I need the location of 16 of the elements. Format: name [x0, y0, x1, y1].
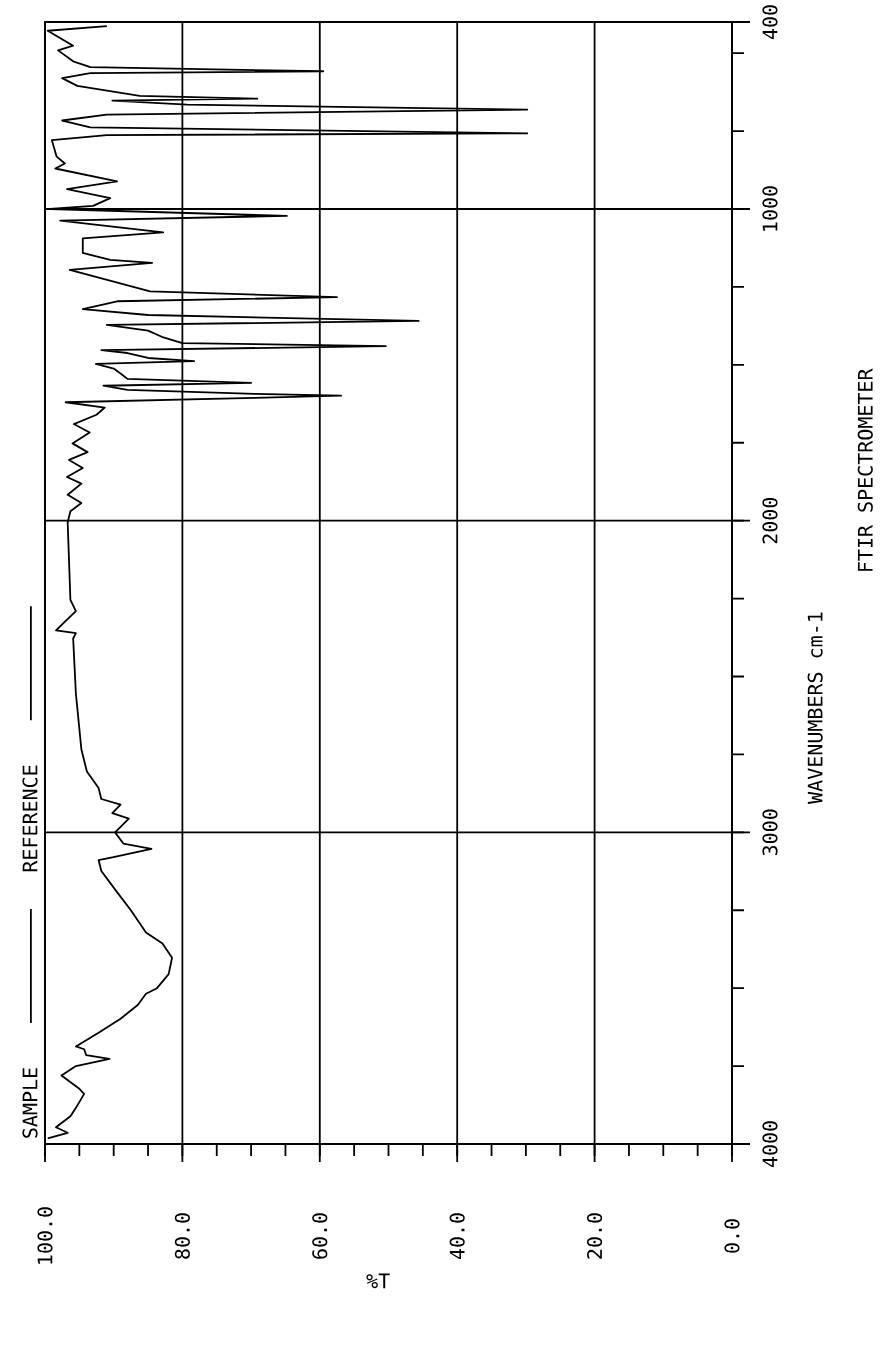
- text: SAMPLE: [22, 1068, 38, 1138]
- x-tick-label: 20.0: [587, 1213, 603, 1259]
- x-tick-label: 40.0: [449, 1213, 465, 1260]
- x-tick-label: 60.0: [312, 1213, 328, 1259]
- x-axis-title: %T: [366, 1273, 390, 1289]
- x-tick-label: 80.0: [174, 1213, 190, 1259]
- x-tick-label: 100.0: [37, 1207, 53, 1264]
- y-tick-label: 4000: [762, 1121, 778, 1168]
- text: FTIR SPECTROMETER: [857, 368, 873, 571]
- y-tick-label: 400: [762, 5, 778, 40]
- text: REFERENCE: [22, 765, 38, 872]
- y-tick-label: 2000: [762, 497, 778, 544]
- y-tick-label: 3000: [762, 809, 778, 856]
- x-tick-label: 0.0: [724, 1219, 740, 1253]
- y-tick-label: 1000: [762, 186, 778, 231]
- y-axis-title: WAVENUMBERS cm-1: [807, 612, 823, 804]
